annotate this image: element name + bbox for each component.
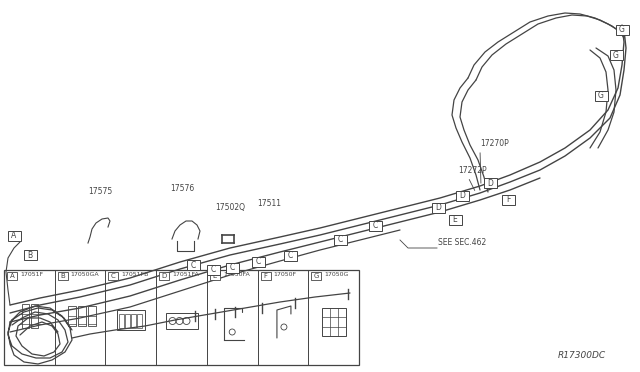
Bar [502, 195, 515, 205]
Text: A: A [12, 231, 17, 241]
Bar [311, 272, 321, 280]
Text: C: C [372, 221, 378, 231]
Bar [22, 304, 29, 328]
Text: F: F [506, 196, 510, 205]
Bar [186, 260, 200, 270]
Bar [595, 91, 607, 101]
Text: 17050F: 17050F [273, 273, 297, 278]
Bar [108, 272, 118, 280]
Text: A: A [10, 273, 14, 279]
Bar [322, 308, 346, 336]
Bar [68, 306, 76, 326]
Bar [207, 265, 220, 275]
Text: SEE SEC.462: SEE SEC.462 [438, 238, 486, 247]
Bar [225, 263, 239, 273]
Bar [369, 221, 381, 231]
Bar [449, 215, 461, 225]
Text: 17050G: 17050G [324, 273, 349, 278]
Text: 17051FB: 17051FB [122, 273, 149, 278]
Bar [24, 250, 36, 260]
Bar [616, 25, 628, 35]
Bar [166, 313, 198, 329]
Text: 17511: 17511 [257, 199, 281, 208]
Bar [58, 272, 68, 280]
Text: 17272P: 17272P [458, 166, 486, 175]
Text: 17050FA: 17050FA [223, 273, 250, 278]
Text: C: C [211, 266, 216, 275]
Bar [119, 314, 124, 328]
Text: D: D [487, 179, 493, 187]
Text: G: G [598, 92, 604, 100]
Text: G: G [613, 51, 619, 60]
Text: E: E [452, 215, 458, 224]
Text: C: C [255, 257, 260, 266]
Bar [125, 314, 130, 328]
Text: R17300DC: R17300DC [558, 351, 606, 360]
Text: G: G [314, 273, 319, 279]
Bar [4, 270, 359, 365]
Text: 17575: 17575 [88, 187, 112, 196]
Text: G: G [619, 26, 625, 35]
Bar [31, 304, 38, 328]
Bar [159, 272, 169, 280]
Text: D: D [459, 192, 465, 201]
Bar [116, 310, 145, 330]
Text: 17050GA: 17050GA [70, 273, 99, 278]
Text: B: B [60, 273, 65, 279]
Bar [252, 257, 264, 267]
Text: C: C [229, 263, 235, 273]
Text: 17051F: 17051F [20, 273, 43, 278]
Bar [137, 314, 142, 328]
Bar [210, 272, 220, 280]
Bar [78, 306, 86, 326]
Bar [284, 251, 296, 261]
Bar [483, 178, 497, 188]
Text: C: C [287, 251, 292, 260]
Bar [8, 231, 20, 241]
Bar [456, 191, 468, 201]
Text: C: C [337, 235, 342, 244]
Text: 17051FA: 17051FA [172, 273, 199, 278]
Text: 17502Q: 17502Q [215, 203, 245, 212]
Text: D: D [435, 203, 441, 212]
Bar [7, 272, 17, 280]
Bar [431, 203, 445, 213]
Text: D: D [161, 273, 167, 279]
Bar [88, 306, 96, 326]
Text: B: B [28, 250, 33, 260]
Bar [131, 314, 136, 328]
Text: 17576: 17576 [170, 184, 195, 193]
Bar [260, 272, 271, 280]
Bar [609, 50, 623, 60]
Text: C: C [190, 260, 196, 269]
Bar [333, 235, 346, 245]
Text: C: C [111, 273, 116, 279]
Text: F: F [264, 273, 268, 279]
Text: 17270P: 17270P [480, 139, 509, 148]
Text: E: E [212, 273, 217, 279]
